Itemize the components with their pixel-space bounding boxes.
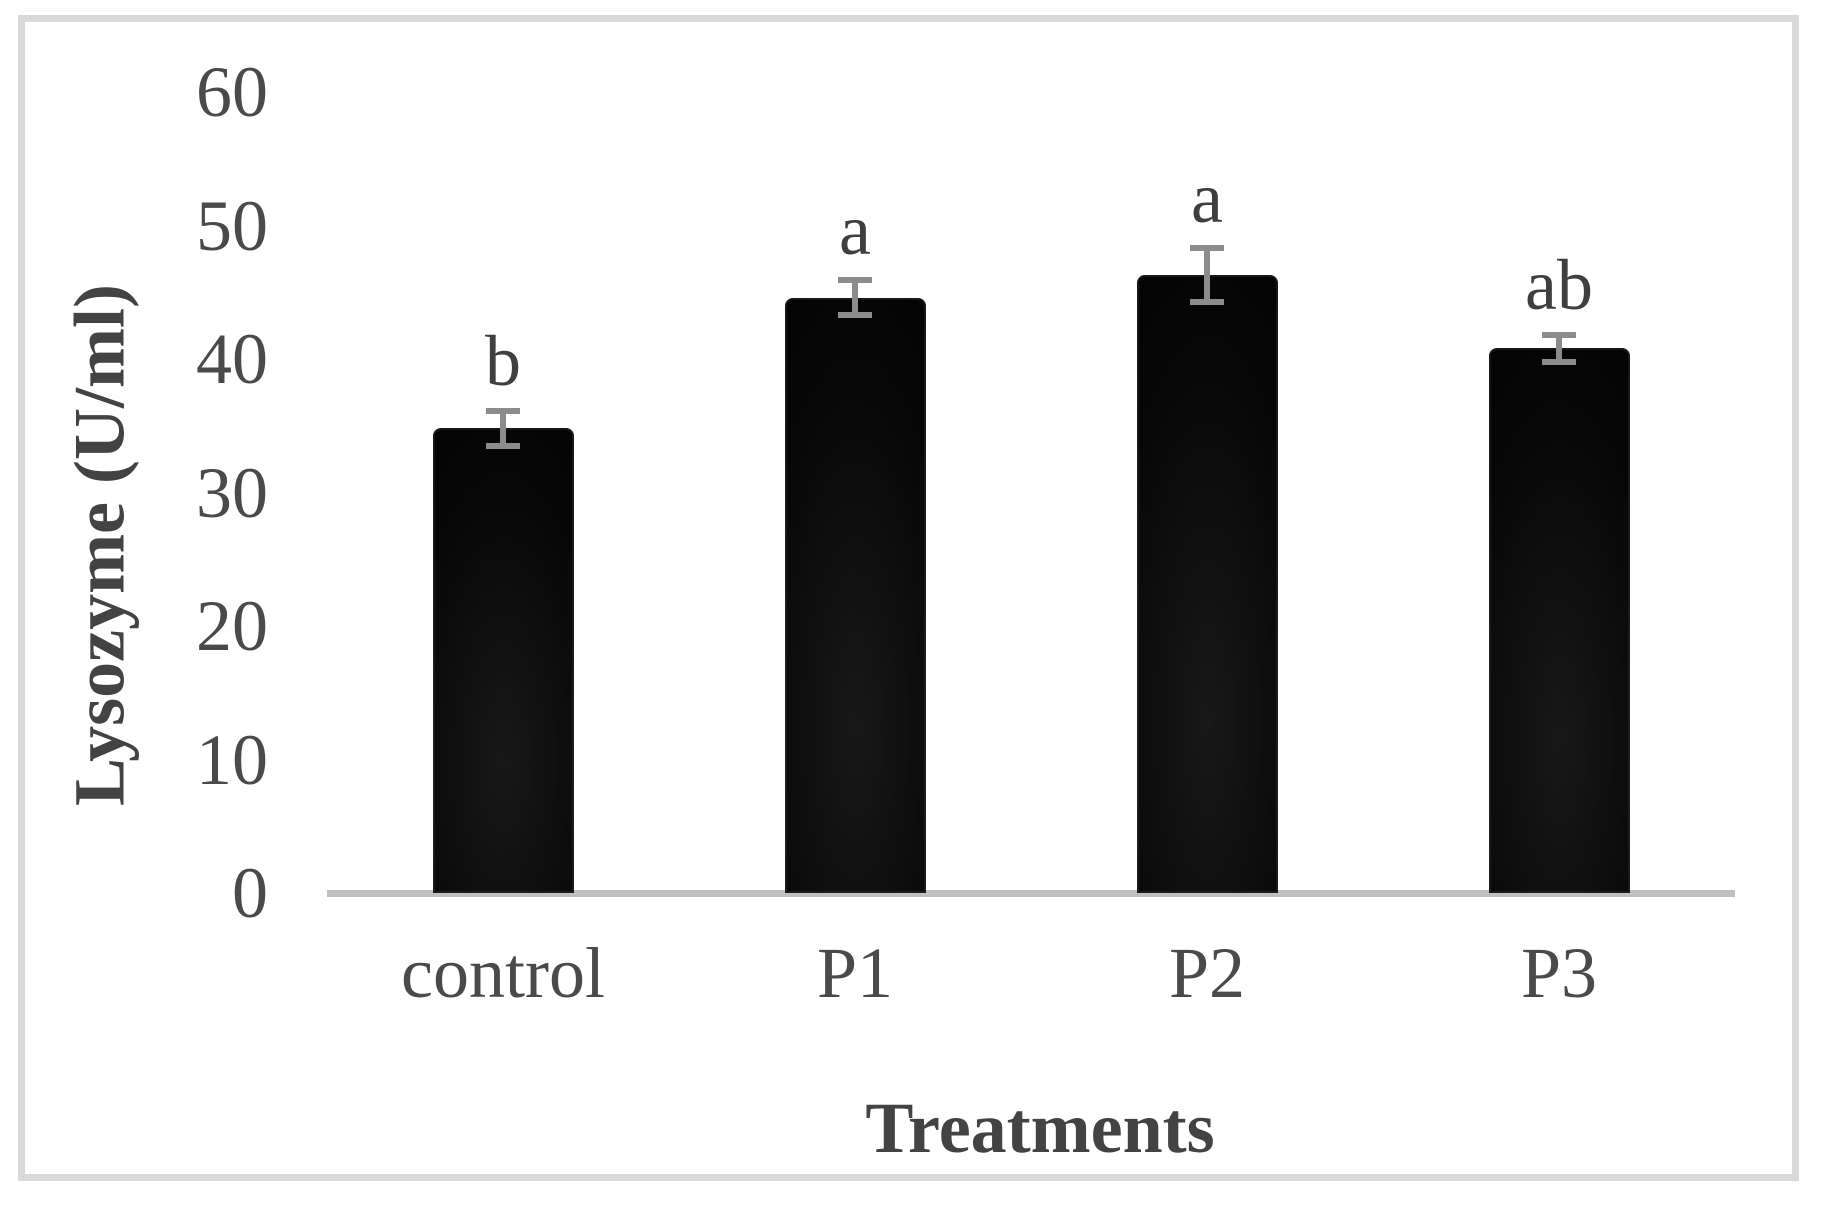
x-axis-title: Treatments <box>865 1088 1215 1168</box>
y-tick-label-30: 30 <box>196 452 268 533</box>
x-tick-label-P3: P3 <box>1520 933 1598 1013</box>
y-tick-label-10: 10 <box>196 719 268 800</box>
error-stem-P2 <box>1204 248 1210 302</box>
error-cap-top-control <box>486 408 520 415</box>
bar-P1 <box>784 297 926 893</box>
error-cap-bottom-P1 <box>838 311 872 318</box>
bar-P3 <box>1488 348 1630 893</box>
y-tick-label-20: 20 <box>196 586 268 666</box>
error-cap-bottom-P3 <box>1542 358 1576 365</box>
y-tick-label-40: 40 <box>196 319 268 399</box>
y-tick-label-50: 50 <box>196 185 268 266</box>
error-stem-control <box>500 411 506 446</box>
error-cap-bottom-control <box>486 442 520 449</box>
error-cap-bottom-P2 <box>1190 298 1224 305</box>
x-tick-label-P2: P2 <box>1168 933 1246 1013</box>
x-tick-label-P1: P1 <box>816 933 894 1013</box>
bar-control <box>432 428 574 893</box>
error-cap-top-P1 <box>838 277 872 284</box>
x-axis-line <box>327 890 1735 897</box>
sig-letter-P3: ab <box>1525 244 1593 325</box>
y-axis-title: Lysozyme (U/ml) <box>59 284 140 806</box>
y-tick-label-0: 0 <box>232 853 268 933</box>
error-stem-P1 <box>852 280 858 315</box>
sig-letter-P1: a <box>839 190 871 271</box>
sig-letter-P2: a <box>1191 158 1223 239</box>
bar-P2 <box>1136 274 1278 893</box>
y-tick-label-60: 60 <box>196 52 268 132</box>
error-cap-top-P2 <box>1190 245 1224 252</box>
error-stem-P3 <box>1556 334 1562 362</box>
x-tick-label-control: control <box>401 933 605 1013</box>
error-cap-top-P3 <box>1542 331 1576 338</box>
sig-letter-control: b <box>485 321 521 402</box>
